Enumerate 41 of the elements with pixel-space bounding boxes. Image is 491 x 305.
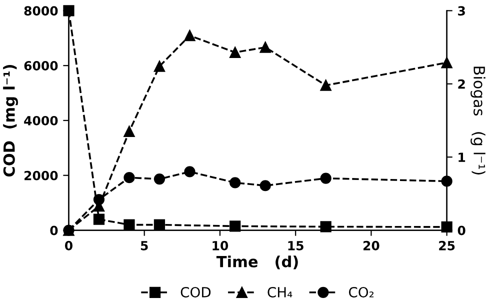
point — [230, 177, 241, 188]
y2-axis-title: Biogas (g l⁻¹) — [470, 66, 486, 174]
y-tick-label: 8000 — [24, 6, 58, 16]
legend-label: CH₄ — [268, 286, 292, 298]
y-tick-label: 4000 — [24, 116, 58, 126]
x-tick-label: 20 — [363, 240, 380, 250]
y-tick-label: 2000 — [24, 170, 58, 180]
point — [320, 221, 332, 232]
point — [93, 194, 105, 206]
x-tick-label: 0 — [64, 240, 72, 250]
point — [184, 166, 196, 178]
x-tick-label: 10 — [212, 240, 228, 250]
point — [63, 5, 74, 16]
point — [93, 214, 105, 225]
legend-label: CO₂ — [348, 286, 374, 298]
point — [154, 173, 166, 185]
x-axis-title: Time (d) — [216, 256, 298, 270]
y-tick-label: 0 — [50, 226, 58, 236]
point — [260, 42, 271, 53]
y-axis-title: COD (mg l⁻¹) — [3, 64, 18, 177]
point — [124, 219, 135, 230]
point — [154, 219, 166, 230]
point — [441, 57, 452, 68]
point — [320, 80, 332, 91]
point — [320, 172, 332, 184]
y2-tick-label: 0 — [458, 226, 466, 236]
point — [260, 180, 271, 192]
y2-tick-label: 2 — [458, 79, 465, 89]
point — [124, 126, 135, 138]
point — [441, 176, 452, 187]
point — [184, 30, 196, 42]
legend-label: COD — [180, 286, 211, 298]
x-tick-label: 5 — [140, 241, 148, 250]
x-tick-label: 25 — [439, 240, 455, 250]
point — [230, 46, 241, 58]
y2-tick-label: 3 — [458, 6, 465, 16]
y-tick-label: 6000 — [24, 61, 58, 70]
y2-tick-label: 1 — [458, 152, 466, 162]
x-tick-label: 15 — [288, 241, 304, 250]
point — [154, 60, 166, 72]
point — [124, 172, 135, 184]
